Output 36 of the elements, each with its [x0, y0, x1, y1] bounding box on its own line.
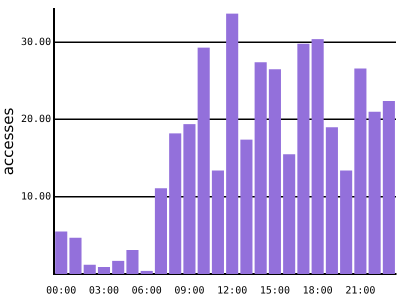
x-tick-label: 06:00 [132, 286, 162, 297]
bar [212, 170, 224, 274]
y-axis-title: accesses [0, 108, 17, 176]
x-tick-label: 00:00 [46, 286, 76, 297]
y-tick-label: 30.00 [20, 36, 52, 48]
bar [297, 44, 310, 274]
bar [126, 250, 139, 274]
bar [169, 133, 182, 274]
bar [240, 140, 252, 274]
bar [254, 62, 267, 274]
bar [140, 270, 153, 274]
bar [198, 48, 210, 274]
x-tick-label: 18:00 [302, 286, 333, 297]
bar [112, 260, 124, 274]
bar [55, 232, 68, 274]
bar [382, 100, 395, 274]
bar [368, 112, 381, 274]
y-tick-label: 20.00 [20, 114, 52, 126]
bar [283, 154, 296, 274]
x-tick-label: 15:00 [260, 286, 290, 297]
bar [354, 68, 366, 274]
bar [69, 238, 82, 274]
bar [326, 127, 338, 274]
x-tick-label: 03:00 [88, 286, 120, 297]
bar [312, 39, 324, 274]
x-tick-label: 12:00 [217, 286, 248, 297]
bar [154, 188, 167, 274]
bar [98, 267, 110, 274]
y-tick-label: 10.00 [20, 191, 52, 202]
bar [268, 69, 281, 274]
x-tick-label: 21:00 [345, 286, 376, 297]
bar [84, 264, 96, 274]
bar [183, 124, 196, 274]
x-tick-label: 09:00 [174, 286, 204, 297]
bar [226, 14, 238, 274]
bar [340, 170, 352, 274]
